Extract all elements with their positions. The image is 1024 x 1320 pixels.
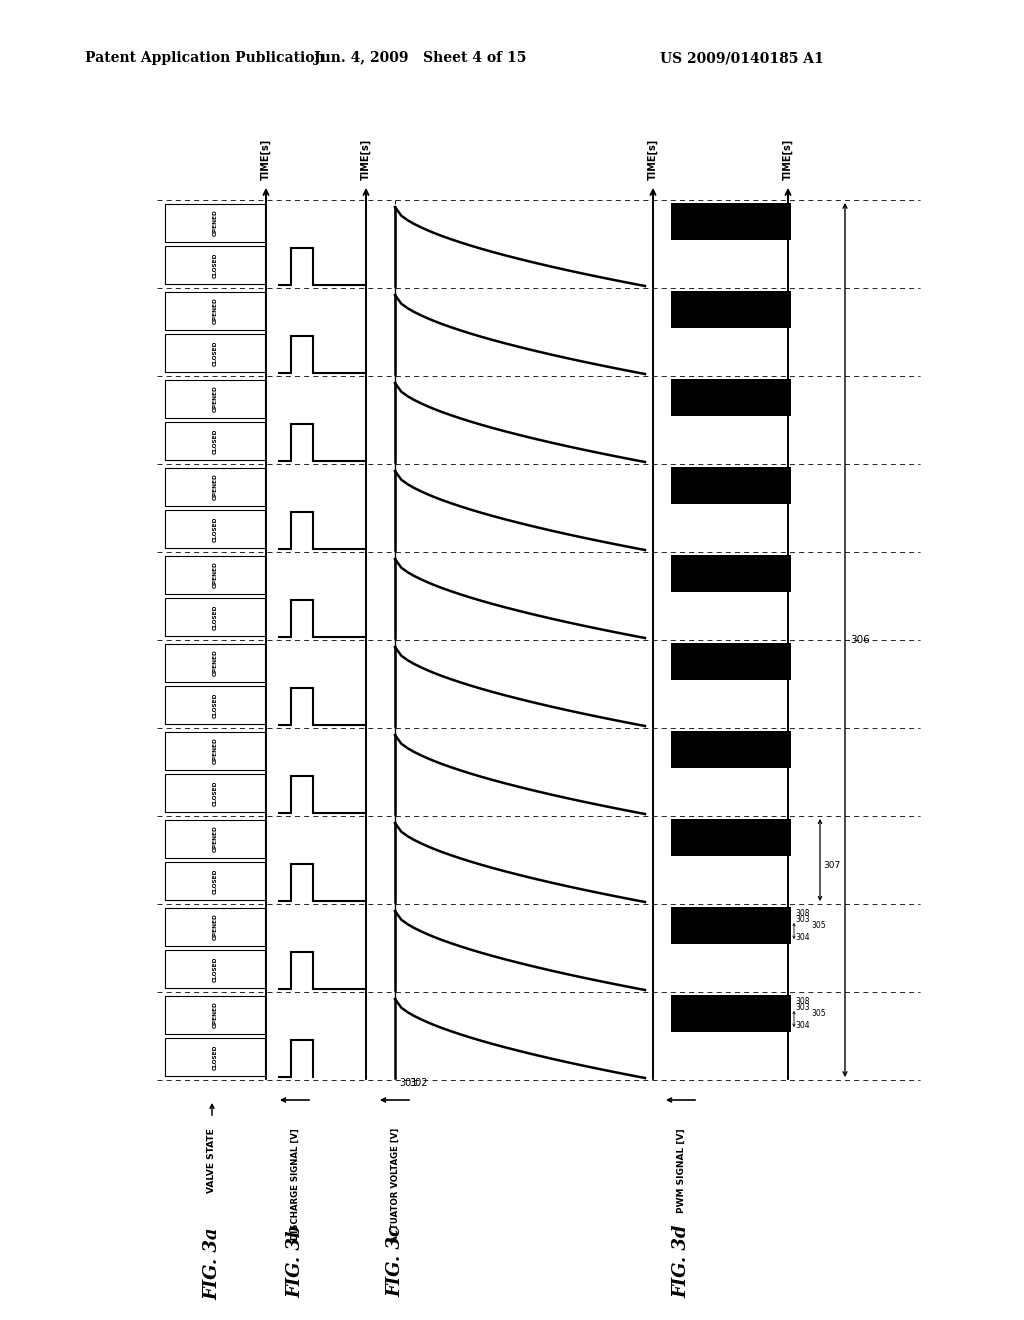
Text: 303: 303: [795, 916, 810, 924]
Text: FIG. 3d: FIG. 3d: [672, 1225, 690, 1299]
Bar: [671, 203, 791, 240]
Text: 302: 302: [409, 1078, 427, 1088]
Text: Jun. 4, 2009   Sheet 4 of 15: Jun. 4, 2009 Sheet 4 of 15: [313, 51, 526, 65]
Text: CLOSED: CLOSED: [213, 429, 217, 454]
Text: OPENED: OPENED: [213, 738, 217, 764]
Text: 303: 303: [795, 1003, 810, 1012]
Bar: [671, 995, 791, 1032]
Bar: [165, 380, 265, 418]
Text: VALVE STATE: VALVE STATE: [208, 1129, 216, 1193]
Bar: [165, 995, 265, 1035]
Text: 304: 304: [795, 1020, 810, 1030]
Bar: [671, 818, 791, 855]
Text: CLOSED: CLOSED: [213, 957, 217, 982]
Text: OPENED: OPENED: [213, 913, 217, 940]
Bar: [671, 643, 791, 680]
Text: FIG. 3a: FIG. 3a: [203, 1228, 221, 1300]
Text: FIG. 3c: FIG. 3c: [386, 1225, 404, 1296]
Text: OPENED: OPENED: [213, 474, 217, 500]
Text: 305: 305: [811, 1008, 825, 1018]
Bar: [165, 731, 265, 771]
Text: DISCHARGE SIGNAL [V]: DISCHARGE SIGNAL [V]: [291, 1129, 299, 1239]
Bar: [671, 554, 791, 591]
Text: FIG. 3b: FIG. 3b: [286, 1225, 304, 1299]
Bar: [165, 246, 265, 285]
Bar: [165, 774, 265, 813]
Text: CLOSED: CLOSED: [213, 516, 217, 541]
Text: CLOSED: CLOSED: [213, 252, 217, 277]
Bar: [165, 644, 265, 682]
Bar: [671, 467, 791, 504]
Text: OPENED: OPENED: [213, 1002, 217, 1028]
Text: CLOSED: CLOSED: [213, 780, 217, 805]
Text: 304: 304: [795, 933, 810, 942]
Text: TIME[s]: TIME[s]: [783, 139, 794, 180]
Bar: [165, 467, 265, 507]
Text: US 2009/0140185 A1: US 2009/0140185 A1: [660, 51, 823, 65]
Text: 307: 307: [823, 861, 841, 870]
Bar: [165, 556, 265, 594]
Text: OPENED: OPENED: [213, 210, 217, 236]
Bar: [165, 422, 265, 461]
Bar: [165, 862, 265, 900]
Text: Patent Application Publication: Patent Application Publication: [85, 51, 325, 65]
Text: PWM SIGNAL [V]: PWM SIGNAL [V]: [677, 1129, 685, 1213]
Text: CLOSED: CLOSED: [213, 1044, 217, 1069]
Text: 308: 308: [795, 909, 810, 917]
Text: 306: 306: [850, 635, 869, 645]
Text: CLOSED: CLOSED: [213, 341, 217, 366]
Text: TIME[s]: TIME[s]: [648, 139, 658, 180]
Text: TIME[s]: TIME[s]: [360, 139, 371, 180]
Text: OPENED: OPENED: [213, 297, 217, 325]
Text: OPENED: OPENED: [213, 561, 217, 589]
Bar: [165, 334, 265, 372]
Text: 301: 301: [399, 1078, 418, 1088]
Bar: [671, 731, 791, 768]
Bar: [165, 950, 265, 989]
Text: ACTUATOR VOLTAGE [V]: ACTUATOR VOLTAGE [V]: [390, 1129, 399, 1242]
Bar: [165, 820, 265, 858]
Text: OPENED: OPENED: [213, 825, 217, 853]
Text: CLOSED: CLOSED: [213, 869, 217, 894]
Text: CLOSED: CLOSED: [213, 605, 217, 630]
Text: OPENED: OPENED: [213, 649, 217, 676]
Text: CLOSED: CLOSED: [213, 693, 217, 718]
Text: 305: 305: [811, 921, 825, 931]
Bar: [671, 907, 791, 944]
Bar: [165, 292, 265, 330]
Text: TIME[s]: TIME[s]: [261, 139, 271, 180]
Bar: [165, 598, 265, 636]
Bar: [671, 379, 791, 416]
Bar: [671, 290, 791, 327]
Bar: [165, 510, 265, 549]
Bar: [165, 203, 265, 243]
Bar: [165, 1038, 265, 1077]
Bar: [165, 686, 265, 725]
Text: 308: 308: [795, 997, 810, 1006]
Bar: [165, 908, 265, 946]
Text: OPENED: OPENED: [213, 385, 217, 412]
